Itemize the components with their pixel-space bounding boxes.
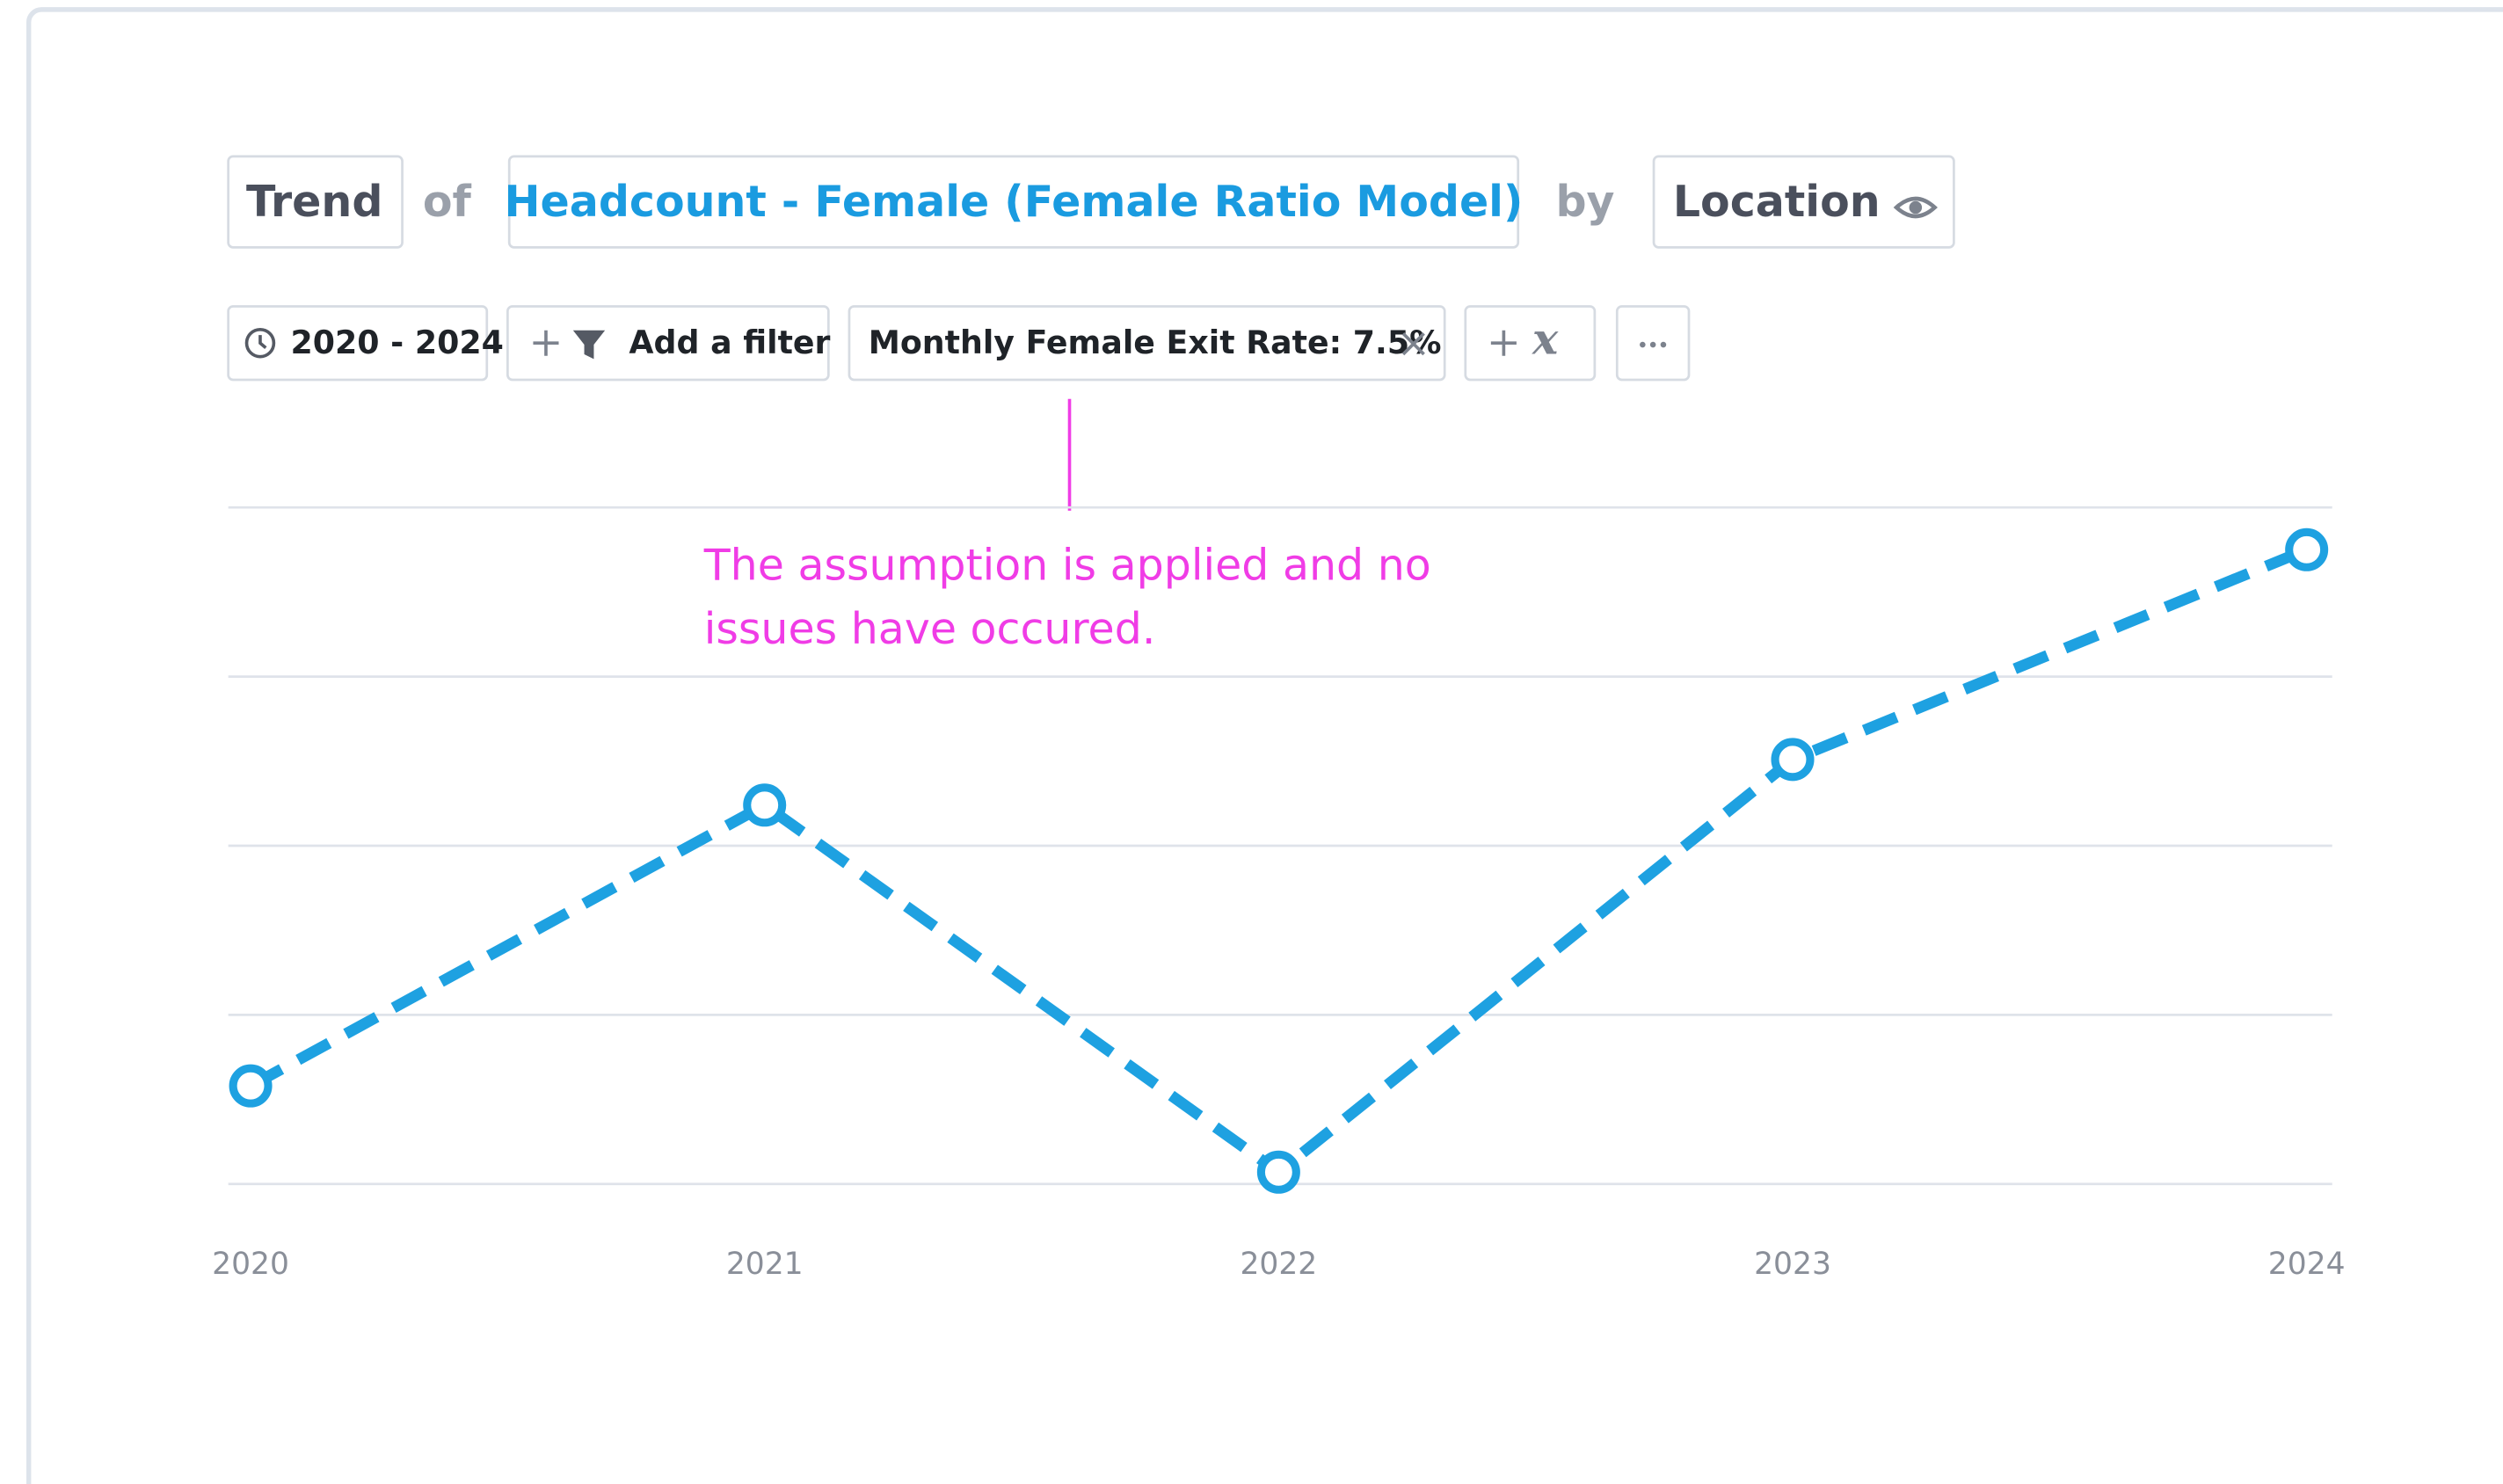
connector: of — [423, 177, 472, 227]
eye-icon — [1893, 196, 1938, 219]
dimension-button[interactable] — [1652, 155, 1955, 249]
assumption: Monthly Female Exit Rate: 7.5% — [869, 324, 1442, 361]
metric-button[interactable] — [507, 155, 1520, 249]
x-tick-label: 2022 — [1240, 1247, 1317, 1282]
add-filter: Add a filter — [629, 324, 830, 361]
assumption-chip[interactable] — [848, 305, 1446, 382]
annotation: The assumption is applied and no — [703, 541, 1431, 591]
x-tick-label: 2024 — [2268, 1247, 2346, 1282]
point — [1256, 1150, 1300, 1194]
plus-icon — [533, 330, 559, 356]
chart: 2020 2021 2022 2023 2024 — [212, 506, 2346, 1282]
clock-icon — [244, 327, 276, 359]
plus-icon — [1490, 330, 1517, 356]
metric-type-button[interactable] — [227, 155, 404, 249]
metric-type: Trend — [246, 177, 382, 227]
add-filter-button[interactable] — [506, 305, 830, 382]
point — [1771, 738, 1815, 782]
connector: by — [1555, 177, 1614, 227]
x-tick-label: 2020 — [212, 1247, 289, 1282]
add-variable-button[interactable] — [1464, 305, 1597, 382]
point — [743, 783, 787, 827]
x-tick-label: 2021 — [726, 1247, 804, 1282]
date-range: 2020 - 2024 — [290, 324, 503, 361]
funnel-icon — [572, 330, 606, 360]
point — [2285, 527, 2329, 571]
x-tick-label: 2023 — [1754, 1247, 1831, 1282]
point — [229, 1064, 273, 1108]
dimension: Location — [1673, 177, 1881, 227]
annotation: issues have occured. — [704, 604, 1156, 654]
metric: Headcount - Female (Female Ratio Model) — [505, 177, 1524, 227]
remove-icon[interactable] — [1401, 332, 1425, 356]
date-range-button[interactable] — [227, 305, 489, 382]
variable-icon: x — [1532, 314, 1559, 365]
more-icon — [1640, 341, 1667, 348]
